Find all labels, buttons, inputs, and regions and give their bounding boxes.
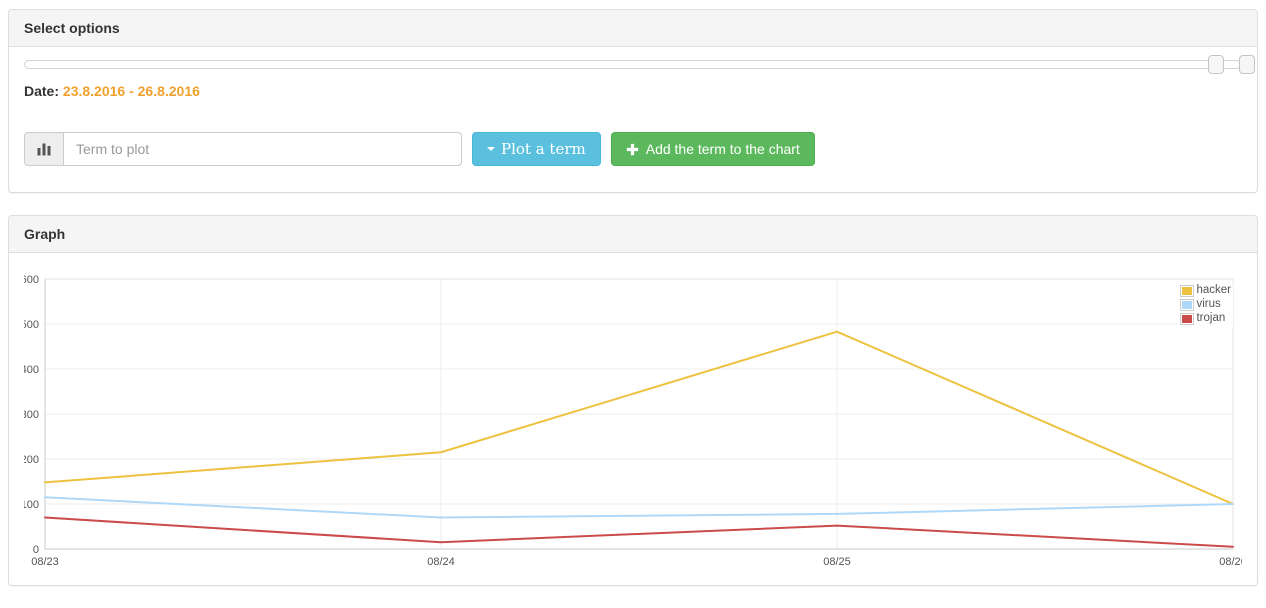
y-axis-label: 100 (24, 499, 39, 511)
legend-item-hacker: hacker (1180, 284, 1231, 297)
graph-panel: Graph 0 100 200 300 400 500 600 08/23 08/24 08/25… (8, 215, 1258, 586)
legend-label: virus (1196, 298, 1221, 310)
term-input-group (24, 132, 462, 166)
y-axis-label: 200 (24, 454, 39, 466)
page: Select options Date: 23.8.2016 - 26.8.20… (8, 9, 1258, 586)
chart-line-hacker (44, 330, 1234, 505)
chart-legend: hacker virus trojan (1178, 282, 1233, 327)
select-options-panel: Select options Date: 23.8.2016 - 26.8.20… (8, 9, 1258, 193)
y-axis-label: 0 (33, 544, 39, 556)
date-line: Date: 23.8.2016 - 26.8.2016 (24, 83, 1242, 99)
add-term-button[interactable]: Add the term to the chart (610, 132, 815, 166)
plus-icon (626, 143, 639, 156)
chart-line-trojan (44, 516, 1234, 548)
legend-item-trojan: trojan (1180, 312, 1231, 325)
bar-chart-icon (24, 132, 63, 166)
chart-canvas: 0 100 200 300 400 500 600 08/23 08/24 08/25 08/26 (24, 274, 1242, 568)
line-chart: 010020030040050060008/2308/2408/2508/26 … (24, 268, 1242, 570)
x-axis-label: 08/26 (1219, 556, 1242, 568)
legend-swatch-color (1182, 286, 1193, 295)
legend-swatch-color (1182, 300, 1193, 309)
slider-handle-start[interactable] (1208, 55, 1224, 74)
axis-border (44, 279, 1233, 550)
x-axis-label: 08/25 (823, 556, 851, 568)
slider-handle-end[interactable] (1239, 55, 1255, 74)
term-form-row: Plot a term Add the term to the chart (24, 132, 1242, 166)
legend-swatch (1180, 312, 1195, 325)
plot-term-button[interactable]: Plot a term (472, 132, 601, 166)
legend-swatch-color (1182, 314, 1193, 323)
legend-label: hacker (1196, 284, 1231, 296)
select-options-panel-title: Select options (9, 10, 1257, 47)
y-axis-label: 400 (24, 364, 39, 376)
select-options-panel-body: Date: 23.8.2016 - 26.8.2016 (9, 47, 1257, 192)
caret-down-icon (487, 147, 495, 151)
y-axis-label: 500 (24, 319, 39, 331)
chart-line-virus (44, 496, 1234, 519)
add-term-button-label: Add the term to the chart (645, 141, 800, 157)
date-label: Date: (24, 83, 60, 99)
graph-panel-body: 010020030040050060008/2308/2408/2508/26 … (9, 253, 1257, 585)
x-axis-label: 08/23 (31, 556, 59, 568)
y-axis-label: 300 (24, 409, 39, 421)
date-range-value: 23.8.2016 - 26.8.2016 (62, 83, 200, 99)
plot-term-button-label: Plot a term (501, 140, 586, 158)
term-input[interactable] (63, 132, 462, 166)
legend-swatch (1180, 284, 1195, 297)
graph-panel-title: Graph (9, 216, 1257, 253)
date-range-slider[interactable] (24, 55, 1255, 74)
legend-swatch (1180, 298, 1195, 311)
y-axis-label: 600 (24, 274, 39, 286)
legend-item-virus: virus (1180, 298, 1231, 311)
legend-label: trojan (1196, 312, 1226, 324)
plot-border (45, 278, 1234, 549)
x-axis-label: 08/24 (427, 556, 455, 568)
